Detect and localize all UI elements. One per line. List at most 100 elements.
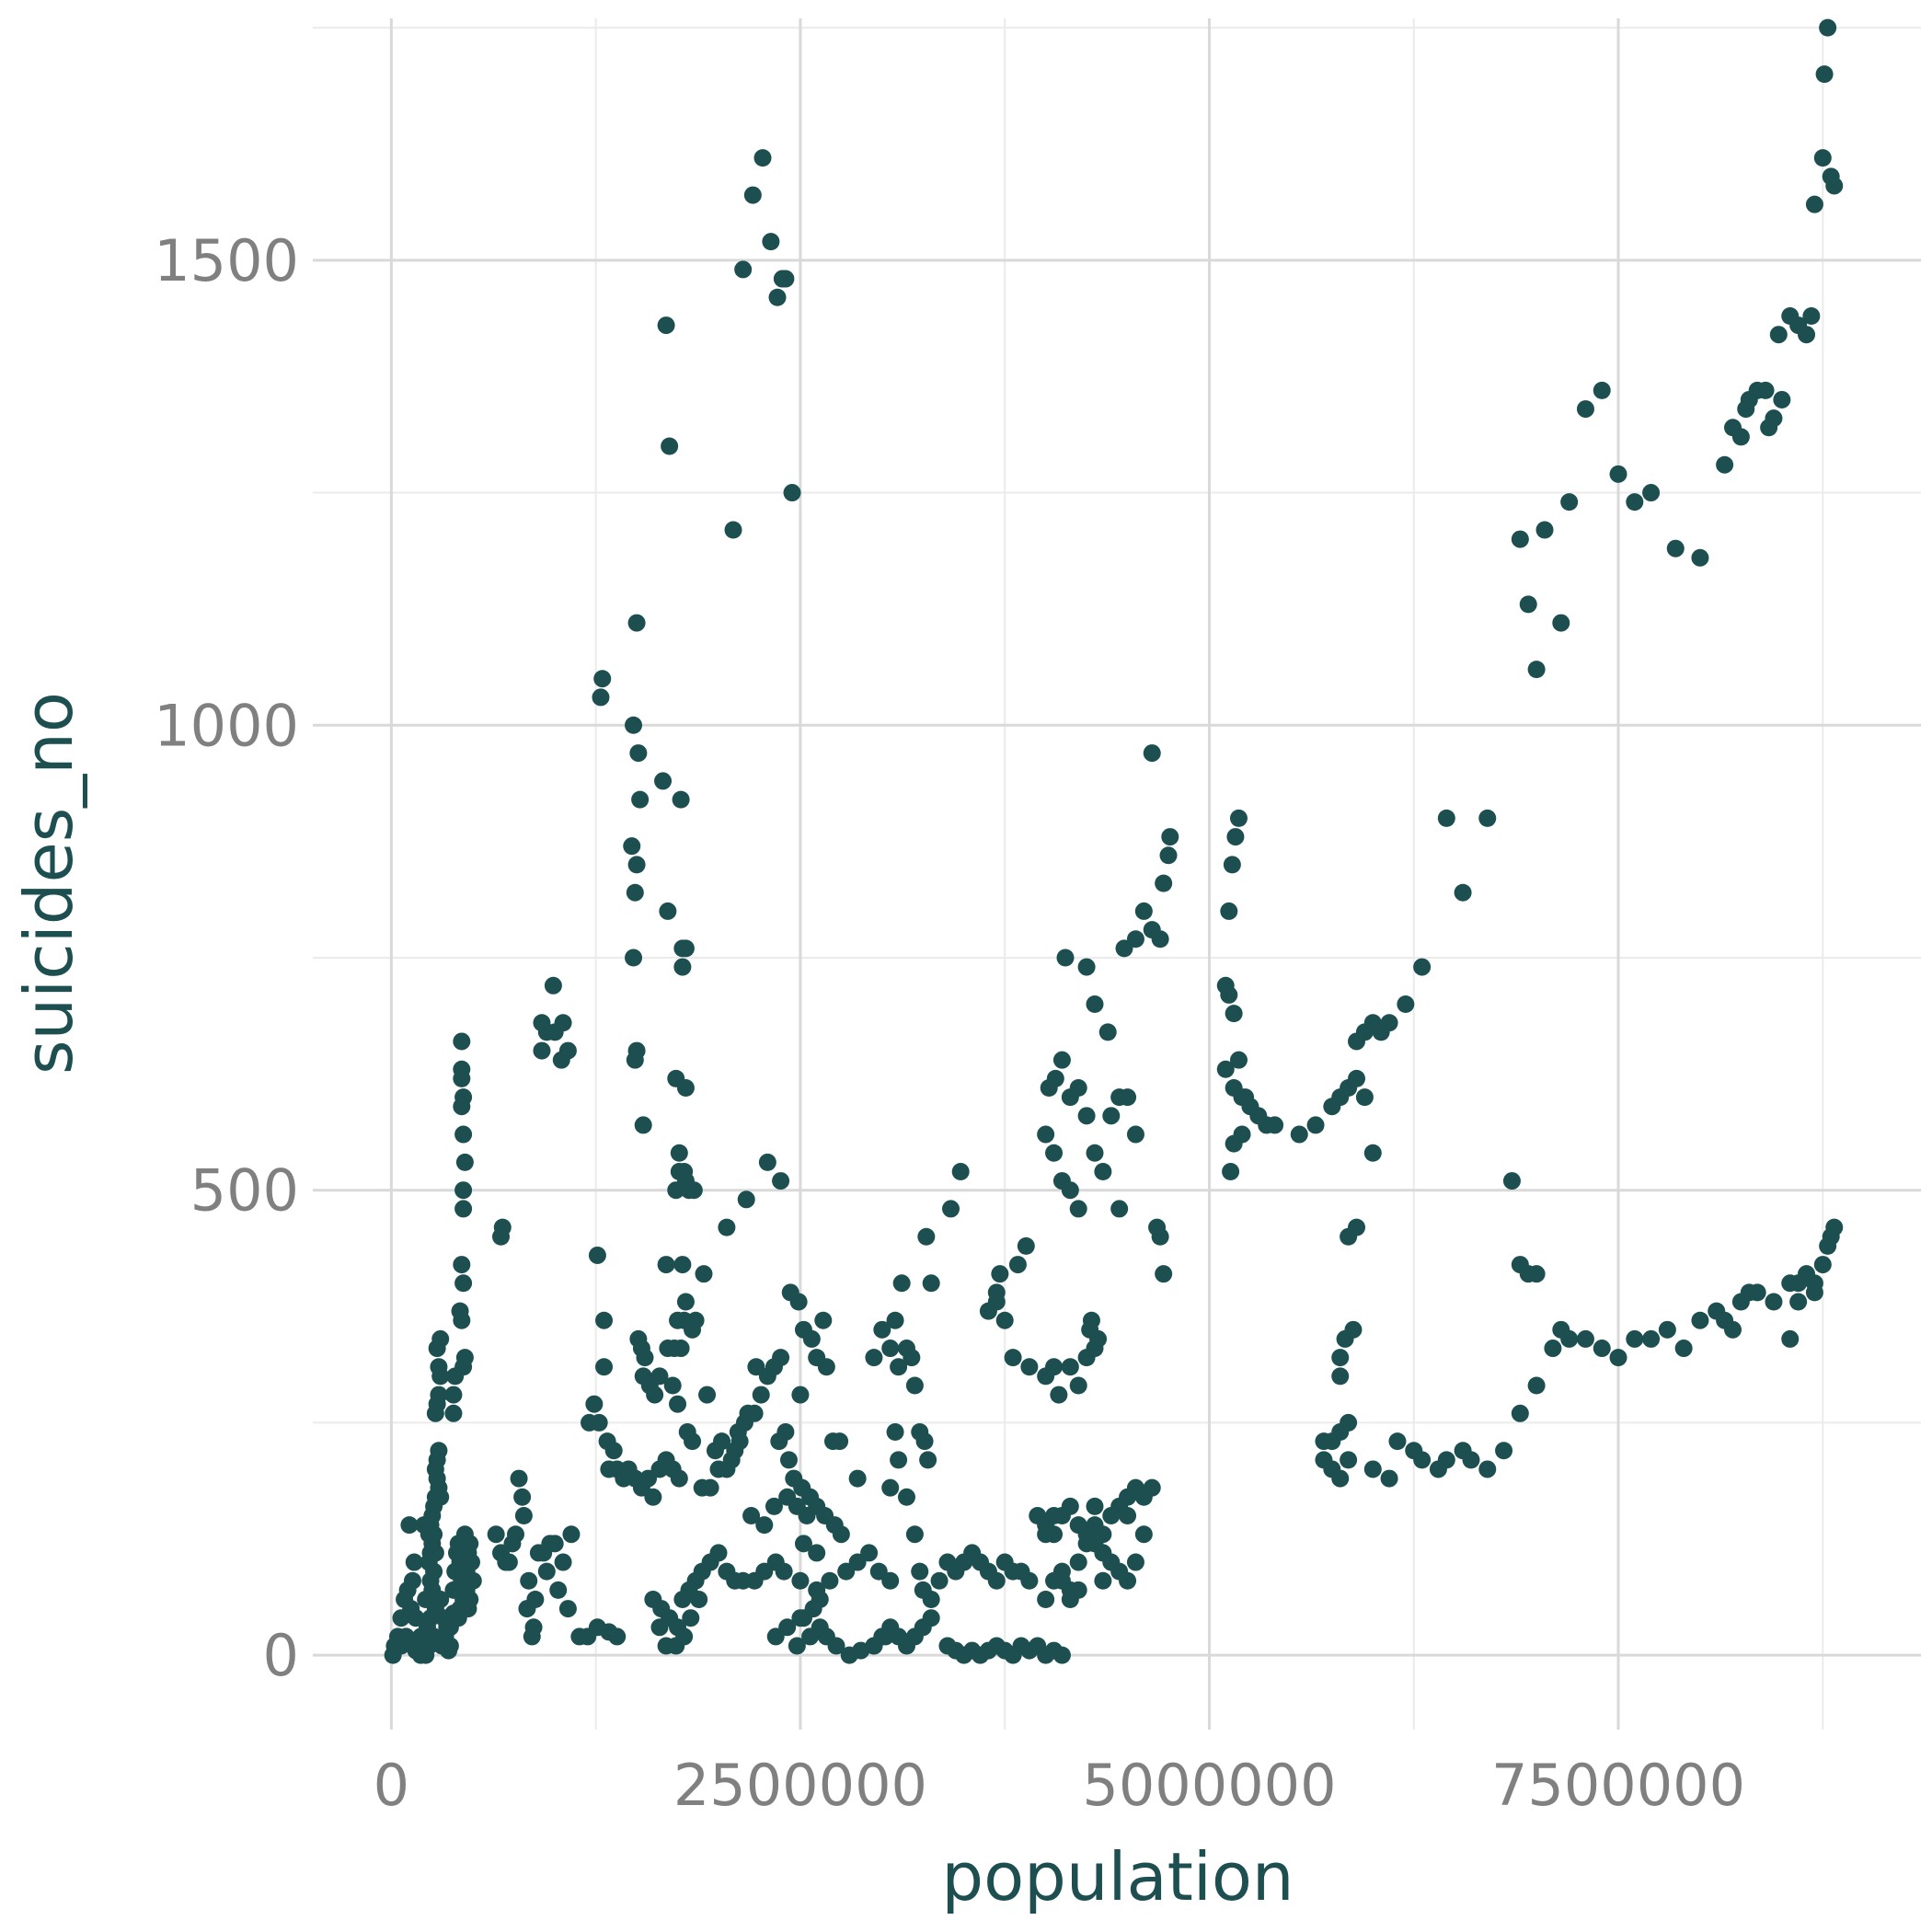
data-point [1155, 1265, 1173, 1283]
data-point [1756, 381, 1775, 399]
data-point [827, 1637, 845, 1655]
data-point [1126, 930, 1144, 949]
data-point [1773, 390, 1791, 408]
data-point [1077, 1107, 1096, 1125]
data-point [441, 1618, 459, 1637]
data-point [626, 1051, 644, 1069]
data-point [776, 270, 795, 288]
data-point [507, 1525, 525, 1544]
data-point [922, 1590, 940, 1608]
data-point [1724, 1320, 1742, 1339]
data-point [1691, 548, 1709, 567]
data-point [1134, 902, 1153, 920]
y-axis-title: suicides_no [10, 692, 87, 1075]
data-point [991, 1265, 1009, 1283]
data-point [1437, 1451, 1455, 1469]
data-point [1306, 1116, 1325, 1134]
data-point [791, 1386, 810, 1404]
data-point [661, 437, 679, 455]
data-point [758, 1153, 776, 1171]
data-point [903, 1349, 921, 1367]
data-point [753, 149, 772, 167]
data-point [848, 1469, 867, 1488]
data-point [562, 1525, 581, 1544]
data-point [1020, 1571, 1039, 1590]
data-point [627, 614, 646, 632]
y-tick-label: 1000 [154, 692, 299, 759]
y-tick-label: 1500 [154, 227, 299, 294]
data-point [626, 883, 644, 902]
data-point [672, 1340, 690, 1358]
data-point [403, 1571, 421, 1590]
data-point [1236, 1088, 1255, 1107]
data-point [865, 1349, 883, 1367]
data-point [1045, 1144, 1064, 1162]
data-point [1769, 326, 1788, 344]
data-point [1789, 1293, 1808, 1311]
data-point [1229, 809, 1248, 827]
data-point [701, 1478, 719, 1497]
data-point [1331, 1367, 1350, 1386]
x-tick-label: 7500000 [1491, 1752, 1745, 1819]
data-point [865, 1637, 883, 1655]
data-point [1126, 1553, 1144, 1571]
data-point [1050, 1386, 1068, 1404]
data-point [462, 1553, 480, 1571]
data-point [1388, 1432, 1407, 1451]
data-point [1004, 1349, 1022, 1367]
data-point [1413, 958, 1432, 976]
data-point [1825, 177, 1844, 195]
data-point [1609, 1349, 1627, 1367]
data-point [1642, 484, 1661, 502]
data-point [1560, 1329, 1579, 1348]
y-tick-label: 0 [263, 1622, 299, 1689]
data-point [695, 1265, 713, 1283]
data-point [593, 670, 612, 688]
data-point [690, 1590, 708, 1608]
data-point [1478, 1460, 1497, 1478]
data-point [428, 1340, 446, 1358]
data-point [673, 1256, 692, 1274]
data-point [776, 1423, 795, 1442]
data-point [890, 1358, 908, 1376]
data-point [623, 837, 641, 856]
data-point [917, 1227, 936, 1246]
data-point [1576, 1329, 1594, 1348]
data-point [779, 1451, 798, 1469]
data-point [1380, 1014, 1398, 1032]
data-point [518, 1600, 536, 1618]
data-point [454, 1200, 473, 1218]
data-point [1716, 455, 1734, 474]
data-point [657, 1637, 675, 1655]
data-point [1815, 65, 1834, 84]
data-point [743, 186, 762, 204]
data-point [670, 1469, 688, 1488]
data-point [1161, 828, 1179, 846]
data-point [755, 1516, 774, 1535]
data-point [676, 939, 695, 958]
x-tick-labels: 0 2500000 5000000 7500000 [374, 1752, 1745, 1819]
data-point [919, 1451, 937, 1469]
data-point [1290, 1125, 1308, 1144]
data-point [453, 1069, 471, 1087]
data-point [1220, 985, 1238, 1004]
data-point [454, 1181, 473, 1200]
data-point [745, 1404, 764, 1422]
data-point [1802, 306, 1821, 325]
data-point [831, 1432, 849, 1451]
data-point [1222, 1162, 1240, 1180]
data-point [513, 1488, 532, 1506]
data-point [922, 1274, 940, 1293]
data-point [817, 1358, 835, 1376]
data-point [1544, 1340, 1562, 1358]
data-point [1094, 1162, 1112, 1180]
data-point [1331, 1349, 1350, 1367]
data-point [1061, 1358, 1079, 1376]
data-point [802, 1329, 821, 1348]
data-point [808, 1544, 826, 1562]
data-point [772, 1349, 790, 1367]
data-point [625, 949, 643, 967]
data-point [1045, 1358, 1064, 1376]
data-point [1266, 1116, 1284, 1134]
